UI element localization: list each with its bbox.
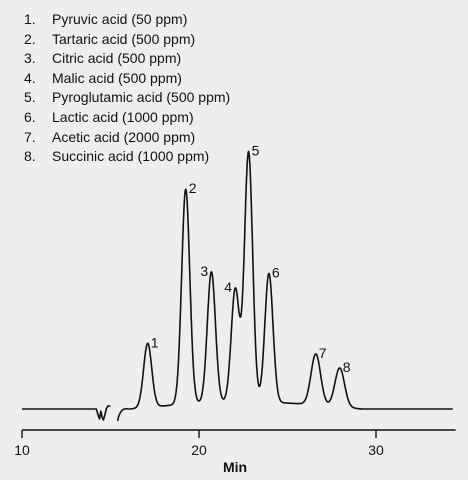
legend-item-label: Acetic acid (2000 ppm) xyxy=(52,128,196,145)
x-axis: 10 20 30 xyxy=(14,429,456,458)
legend-item-number: 3. xyxy=(24,50,36,67)
peak-label: 2 xyxy=(189,180,197,196)
legend-item: 5. Pyroglutamic acid (500 ppm) xyxy=(24,88,230,108)
peak-label: 3 xyxy=(200,263,208,279)
legend-item-label: Malic acid (500 ppm) xyxy=(52,69,182,86)
legend-item-label: Lactic acid (1000 ppm) xyxy=(52,108,194,125)
legend: 1. Pyruvic acid (50 ppm) 2. Tartaric acid (… xyxy=(24,10,230,167)
peak-label: 1 xyxy=(151,334,159,350)
legend-item-number: 4. xyxy=(24,69,36,86)
x-axis-label: Min xyxy=(223,459,247,475)
peak-label: 8 xyxy=(343,359,351,375)
peak-label: 7 xyxy=(319,345,327,361)
legend-item: 7. Acetic acid (2000 ppm) xyxy=(24,128,230,148)
peak-label: 6 xyxy=(272,264,280,280)
legend-item-label: Citric acid (500 ppm) xyxy=(52,50,182,67)
legend-item: 6. Lactic acid (1000 ppm) xyxy=(24,108,230,128)
legend-item-label: Succinic acid (1000 ppm) xyxy=(52,148,210,165)
chromatogram-trace xyxy=(21,150,454,422)
legend-item-label: Pyruvic acid (50 ppm) xyxy=(52,11,188,27)
legend-item-label: Pyroglutamic acid (500 ppm) xyxy=(52,89,231,106)
legend-item: 3. Citric acid (500 ppm) xyxy=(24,49,230,69)
x-tick-label: 10 xyxy=(14,442,30,458)
x-tick-label: 30 xyxy=(368,442,384,458)
legend-item-number: 7. xyxy=(24,128,36,145)
legend-item-label: Tartaric acid (500 ppm) xyxy=(52,30,196,47)
legend-item: 1. Pyruvic acid (50 ppm) xyxy=(24,10,230,30)
peak-label: 5 xyxy=(252,142,260,158)
x-tick-label: 20 xyxy=(191,442,207,458)
legend-item-number: 1. xyxy=(24,11,36,27)
legend-item: 4. Malic acid (500 ppm) xyxy=(24,69,230,89)
legend-item-number: 8. xyxy=(24,148,36,165)
legend-item-number: 6. xyxy=(24,108,36,125)
legend-item: 8. Succinic acid (1000 ppm) xyxy=(24,147,230,167)
legend-item: 2. Tartaric acid (500 ppm) xyxy=(24,30,230,50)
legend-item-number: 5. xyxy=(24,89,36,106)
legend-item-number: 2. xyxy=(24,30,36,47)
peak-label: 4 xyxy=(224,279,232,295)
